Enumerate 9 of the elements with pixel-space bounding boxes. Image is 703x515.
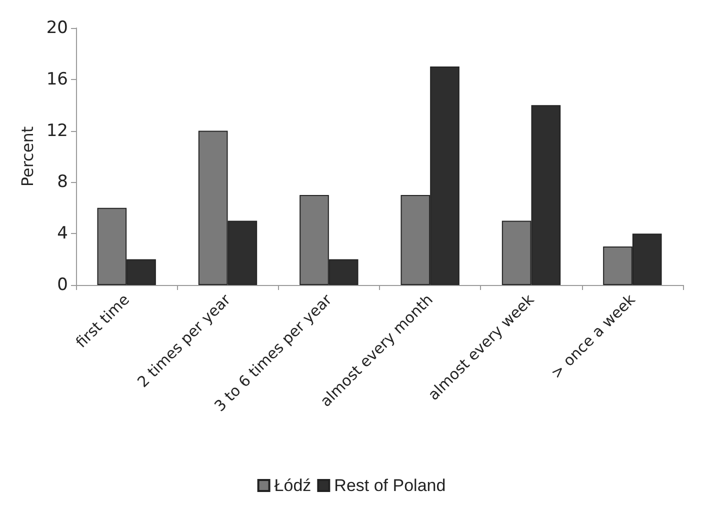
legend-label: Łódź — [274, 476, 312, 495]
y-tick-label: 0 — [57, 275, 68, 295]
y-tick-label: 4 — [57, 224, 68, 244]
y-tick-label: 20 — [46, 18, 68, 38]
y-tick-label: 16 — [46, 69, 68, 90]
y-tick-label: 8 — [57, 172, 68, 192]
y-tick-label: 12 — [46, 120, 68, 141]
legend-label: Rest of Poland — [334, 476, 446, 495]
y-axis-title: Percent — [18, 126, 37, 187]
